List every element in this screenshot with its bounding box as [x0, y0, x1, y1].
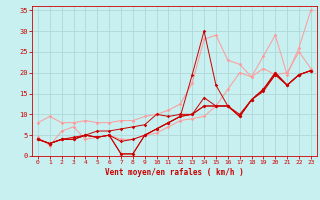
X-axis label: Vent moyen/en rafales ( km/h ): Vent moyen/en rafales ( km/h ) — [105, 168, 244, 177]
